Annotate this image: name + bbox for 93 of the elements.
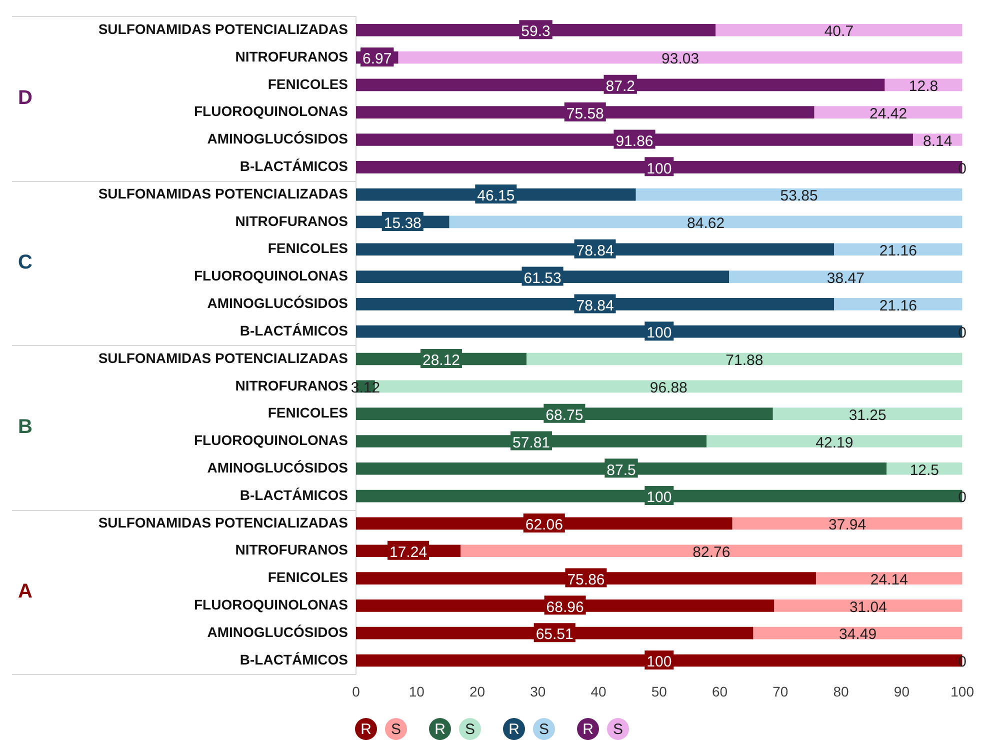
- y-tick-label: FENICOLES: [268, 569, 348, 586]
- data-label: 0: [958, 654, 966, 671]
- text: S: [607, 718, 629, 740]
- x-tick-label: 50: [651, 683, 668, 700]
- data-label: 57.81: [512, 434, 550, 452]
- x-tick-label: 80: [833, 683, 850, 700]
- data-label: 100: [646, 160, 672, 178]
- data-label: 0: [958, 160, 966, 178]
- data-label: 17.24: [389, 544, 428, 562]
- data-label: 31.25: [848, 406, 886, 424]
- data-label: 87.2: [606, 78, 635, 96]
- y-tick-label: AMINOGLUCÓSIDOS: [207, 130, 348, 147]
- text: S: [385, 718, 407, 740]
- data-label: 100: [646, 324, 672, 342]
- text: R: [429, 718, 451, 740]
- y-tick-label: AMINOGLUCÓSIDOS: [207, 459, 348, 476]
- y-tick-label: NITROFURANOS: [235, 48, 348, 64]
- y-tick-label: FLUOROQUINOLONAS: [194, 432, 348, 448]
- text: A: [18, 580, 32, 602]
- data-label: 12.8: [908, 78, 938, 96]
- data-label: 31.04: [849, 598, 887, 616]
- y-tick-label: SULFONAMIDAS POTENCIALIZADAS: [98, 185, 348, 202]
- x-tick-label: 30: [530, 683, 546, 700]
- data-label: 21.16: [879, 242, 917, 260]
- data-label: 59.3: [521, 23, 550, 40]
- data-label: 75.86: [567, 571, 605, 588]
- data-label: 46.15: [477, 188, 515, 205]
- data-label: 75.58: [566, 105, 604, 122]
- data-label: 0: [958, 489, 966, 506]
- y-tick-label: B-LACTÁMICOS: [240, 322, 348, 338]
- data-label: 78.84: [576, 242, 614, 260]
- x-tick-label: 100: [950, 683, 974, 700]
- data-label: 68.75: [546, 406, 584, 424]
- text: R: [503, 718, 525, 740]
- data-label: 91.86: [616, 132, 654, 150]
- data-label: 0: [958, 324, 966, 342]
- y-tick-label: FENICOLES: [268, 240, 348, 256]
- y-tick-label: FLUOROQUINOLONAS: [194, 268, 348, 284]
- x-tick-label: 60: [712, 683, 728, 700]
- y-tick-label: AMINOGLUCÓSIDOS: [207, 295, 348, 312]
- x-tick-label: 40: [590, 683, 607, 700]
- data-label: 12.5: [910, 462, 940, 479]
- data-label: 100: [646, 654, 672, 671]
- text: B: [18, 416, 32, 438]
- y-tick-label: B-LACTÁMICOS: [240, 486, 348, 503]
- data-label: 61.53: [524, 270, 562, 287]
- text: S: [459, 718, 481, 740]
- y-tick-label: SULFONAMIDAS POTENCIALIZADAS: [98, 20, 348, 37]
- data-label: 84.62: [687, 215, 725, 232]
- data-label: 37.94: [828, 516, 866, 534]
- y-tick-label: B-LACTÁMICOS: [240, 651, 348, 668]
- data-label: 8.14: [923, 132, 952, 150]
- x-tick-label: 70: [772, 683, 788, 700]
- data-label: 15.38: [384, 215, 422, 232]
- y-tick-label: FENICOLES: [268, 404, 348, 421]
- x-tick-label: 0: [352, 683, 360, 700]
- data-label: 68.96: [546, 598, 584, 616]
- data-label: 100: [646, 489, 672, 506]
- y-tick-label: SULFONAMIDAS POTENCIALIZADAS: [98, 514, 348, 530]
- x-tick-label: 90: [894, 683, 910, 700]
- data-label: 87.5: [606, 462, 636, 479]
- text: S: [533, 718, 555, 740]
- y-tick-label: NITROFURANOS: [235, 542, 348, 558]
- text: D: [18, 87, 32, 110]
- y-tick-label: B-LACTÁMICOS: [240, 158, 348, 174]
- text: R: [355, 718, 377, 740]
- y-tick-label: AMINOGLUCÓSIDOS: [207, 624, 348, 640]
- y-tick-label: FLUOROQUINOLONAS: [194, 596, 348, 613]
- y-tick-label: NITROFURANOS: [235, 212, 348, 229]
- data-label: 28.12: [422, 352, 460, 370]
- data-label: 82.76: [692, 544, 730, 562]
- data-label: 62.06: [525, 516, 563, 534]
- data-label: 38.47: [826, 270, 864, 287]
- data-label: 21.16: [879, 297, 917, 314]
- y-tick-label: FENICOLES: [268, 76, 348, 92]
- data-label: 93.03: [662, 50, 700, 68]
- data-label: 65.51: [536, 626, 574, 644]
- data-label: 40.7: [824, 23, 854, 40]
- text: R: [577, 718, 599, 740]
- x-tick-label: 10: [408, 683, 425, 700]
- x-tick-label: 20: [469, 683, 486, 700]
- data-label: 71.88: [726, 352, 764, 370]
- text: C: [18, 252, 32, 274]
- data-label: 42.19: [816, 434, 854, 452]
- data-label: 24.14: [870, 571, 908, 588]
- data-label: 34.49: [838, 626, 877, 644]
- data-label: 24.42: [870, 105, 908, 122]
- y-tick-label: NITROFURANOS: [235, 377, 348, 394]
- data-label: 96.88: [650, 380, 688, 397]
- y-tick-label: SULFONAMIDAS POTENCIALIZADAS: [98, 350, 348, 366]
- data-label: 53.85: [780, 188, 818, 205]
- data-label: 78.84: [576, 297, 614, 314]
- y-tick-label: FLUOROQUINOLONAS: [194, 103, 348, 120]
